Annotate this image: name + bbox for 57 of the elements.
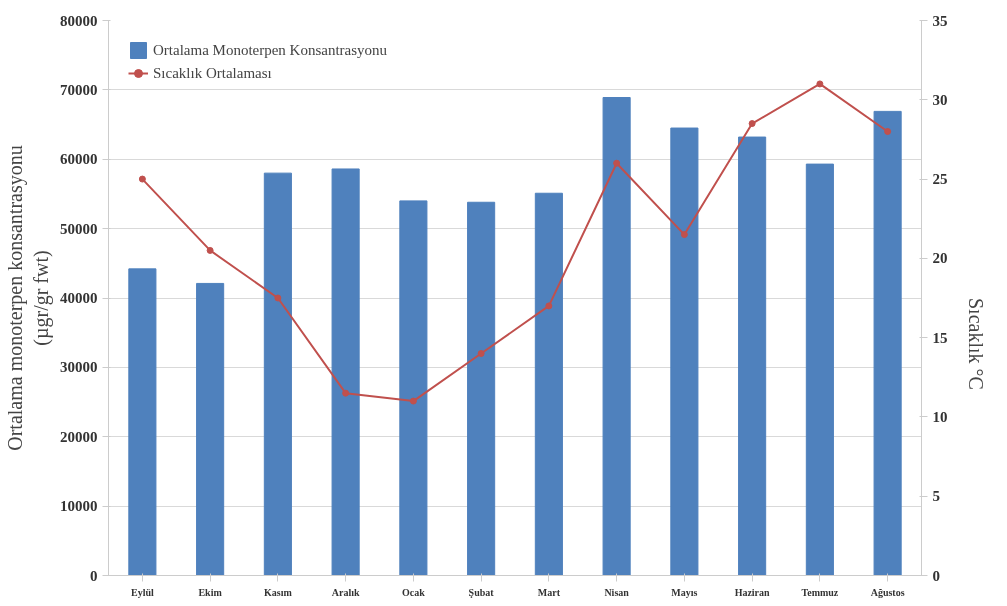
point (477, 350, 485, 357)
point (545, 302, 553, 310)
point (206, 246, 214, 254)
bar (467, 201, 496, 576)
y-tick-label: 0 (90, 567, 98, 584)
point (342, 389, 350, 397)
y2-tick-label: 35 (932, 12, 948, 29)
y-tick-label: 10000 (60, 498, 98, 515)
x-tick-label: Şubat (468, 586, 495, 598)
legend-label: Sıcaklık Ortalaması (153, 64, 273, 82)
point (613, 159, 621, 167)
y-tick-label: 40000 (60, 290, 98, 306)
x-tick-label: Eylül (130, 586, 154, 598)
x-tick-label: Aralık (331, 586, 360, 598)
point (816, 80, 824, 88)
bar (670, 127, 699, 576)
x-tick-label: Temmuz (801, 586, 839, 598)
point (884, 128, 892, 135)
x-tick-label: Mart (537, 586, 561, 598)
x-tick-label: Haziran (734, 586, 771, 598)
y2-tick-label: 0 (932, 567, 940, 584)
y-tick-label: 20000 (60, 428, 98, 445)
bar (196, 282, 225, 576)
legend-label: Ortalama Monoterpen Konsantrasyonu (153, 41, 389, 59)
point (748, 120, 756, 128)
y-axis-title: Ortalama monoterpen konsantrasyonu (µgr/gr fwt) (3, 145, 53, 451)
y2-tick-label: 5 (932, 488, 940, 505)
y-tick-label: 70000 (60, 81, 98, 98)
bar (534, 192, 563, 576)
x-tick-label: Nisan (604, 586, 630, 598)
y-tick-label: 80000 (60, 12, 98, 29)
y2-tick-label: 30 (932, 91, 948, 108)
y-tick-label: 50000 (60, 220, 98, 237)
x-tick-label: Mayıs (671, 586, 698, 598)
y2-tick-label: 20 (932, 250, 948, 267)
bar (602, 97, 631, 576)
y2-tick-label: 25 (932, 171, 948, 188)
bar (263, 172, 292, 576)
bar (738, 136, 767, 576)
bar (805, 163, 834, 576)
bar (128, 268, 157, 576)
x-tick-label: Kasım (263, 586, 293, 598)
bar (331, 168, 360, 576)
point (274, 294, 282, 302)
x-tick-label: Ağustos (870, 586, 905, 598)
bar (399, 200, 428, 576)
point (138, 175, 146, 183)
y2-tick-label: 10 (932, 408, 948, 425)
x-tick-label: Ekim (198, 586, 223, 598)
y2-axis-title: Sıcaklık °C (964, 298, 987, 390)
y2-tick-label: 15 (932, 329, 948, 346)
bar (873, 110, 902, 576)
y-tick-label: 30000 (60, 359, 98, 376)
point (409, 397, 417, 405)
x-tick-label: Ocak (401, 586, 426, 598)
point (680, 231, 688, 239)
y-tick-label: 60000 (60, 151, 98, 168)
